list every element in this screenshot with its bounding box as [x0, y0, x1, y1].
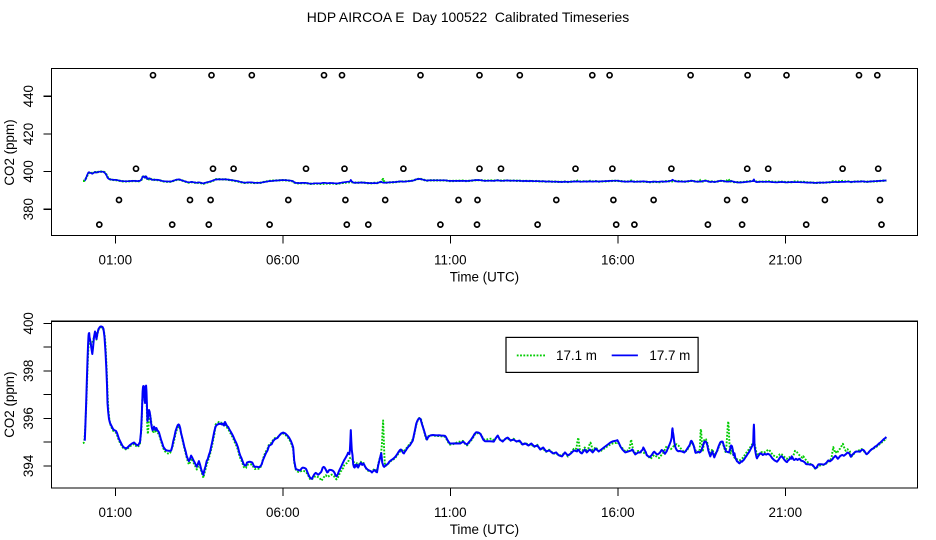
svg-text:21:00: 21:00: [769, 505, 803, 520]
svg-text:01:00: 01:00: [99, 505, 133, 520]
svg-text:06:00: 06:00: [266, 505, 300, 520]
svg-text:380: 380: [21, 198, 36, 220]
svg-text:17.1 m: 17.1 m: [556, 348, 597, 363]
svg-text:HDP AIRCOA E Day 100522 Cali: HDP AIRCOA E Day 100522 Calibrated Times…: [307, 9, 630, 25]
svg-text:CO2 (ppm): CO2 (ppm): [2, 372, 17, 438]
svg-text:400: 400: [21, 160, 36, 182]
svg-text:06:00: 06:00: [266, 253, 300, 268]
svg-text:21:00: 21:00: [769, 253, 803, 268]
svg-text:420: 420: [21, 123, 36, 145]
svg-text:Time (UTC): Time (UTC): [450, 522, 519, 537]
svg-text:16:00: 16:00: [601, 505, 635, 520]
svg-text:11:00: 11:00: [434, 253, 467, 268]
svg-text:11:00: 11:00: [434, 505, 467, 520]
svg-text:CO2 (ppm): CO2 (ppm): [2, 119, 17, 185]
svg-text:400: 400: [21, 312, 36, 334]
svg-text:01:00: 01:00: [99, 253, 133, 268]
svg-text:Time (UTC): Time (UTC): [450, 269, 519, 284]
svg-text:440: 440: [21, 85, 36, 107]
svg-text:398: 398: [21, 360, 36, 382]
svg-text:16:00: 16:00: [601, 253, 635, 268]
svg-text:396: 396: [21, 407, 36, 429]
svg-text:17.7 m: 17.7 m: [649, 348, 690, 363]
svg-text:394: 394: [21, 454, 36, 477]
